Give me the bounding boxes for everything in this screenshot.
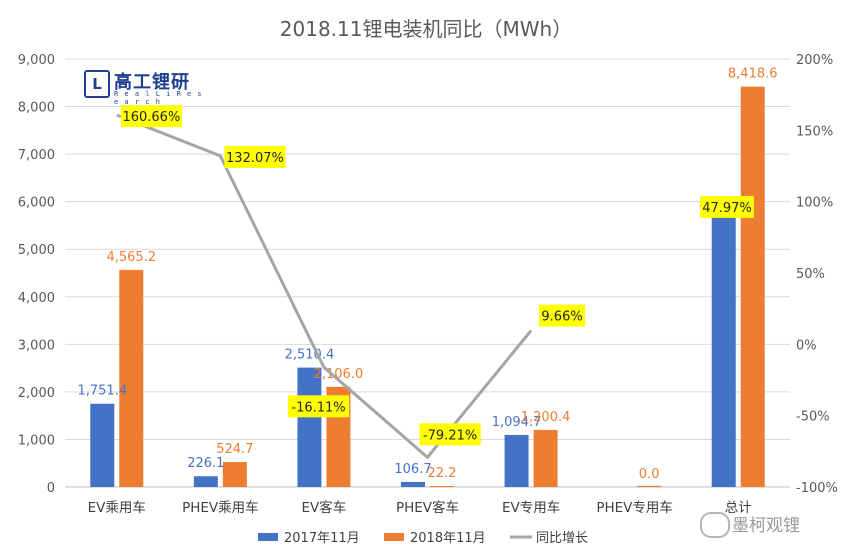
data-label: 2,510.4	[285, 348, 335, 363]
logo-subtitle: R e a l L i R e s e a r c h	[114, 90, 203, 106]
logo-name: 高工锂研	[114, 72, 190, 93]
data-label: 524.7	[216, 442, 253, 457]
yoy-label-bg	[287, 395, 350, 418]
yoy-label-bg	[419, 423, 481, 446]
logo-mark: L	[84, 70, 110, 98]
category-label: EV客车	[302, 499, 347, 516]
category-label: EV专用车	[502, 499, 560, 516]
yoy-line	[116, 113, 533, 459]
left-tick-label: 6,000	[18, 196, 55, 211]
legend-swatch	[384, 533, 404, 541]
legend-swatch	[258, 533, 278, 541]
left-tick-label: 7,000	[18, 148, 55, 163]
left-tick-label: 0	[47, 481, 55, 496]
bar	[711, 216, 736, 487]
yoy-label-bg	[120, 105, 182, 128]
data-label: 226.1	[187, 456, 224, 471]
category-label: PHEV乘用车	[182, 499, 259, 516]
bar	[637, 485, 662, 487]
chart-title: 2018.11锂电装机同比（MWh）	[280, 17, 572, 41]
data-label: 1,751.4	[77, 384, 127, 399]
yoy-label: 9.66%	[541, 310, 582, 325]
yoy-label-bg	[700, 195, 754, 218]
left-tick-label: 4,000	[18, 291, 55, 306]
category-label: PHEV客车	[396, 499, 459, 516]
bar	[533, 429, 558, 487]
bar-labels: 1,751.4226.12,510.4106.71,094.75,689.34,…	[77, 67, 777, 482]
left-axis-ticks: 0 1,000 2,000 3,000 4,000 5,000 6,000 7,000 8,00…	[18, 53, 55, 496]
bar	[90, 403, 115, 487]
right-tick-label: -100%	[796, 481, 838, 496]
left-tick-label: 1,000	[18, 433, 55, 448]
legend-label: 同比增长	[536, 531, 588, 546]
category-label: EV乘用车	[88, 499, 146, 516]
left-tick-label: 5,000	[18, 243, 55, 258]
yoy-label: -16.11%	[291, 400, 345, 415]
bar	[401, 481, 425, 487]
right-tick-label: -50%	[796, 410, 830, 425]
bar	[119, 269, 144, 487]
wechat-icon	[700, 512, 730, 538]
left-tick-label: 9,000	[18, 53, 55, 68]
line-series	[116, 113, 533, 459]
left-tick-label: 8,000	[18, 101, 55, 116]
data-label: 22.2	[428, 466, 457, 481]
bar	[430, 485, 454, 487]
bar	[222, 462, 247, 487]
yoy-labels: 160.66% 132.07% -16.11% -79.21% 9.66% 47.97%	[120, 105, 754, 446]
data-label: 1,094.7	[492, 415, 542, 430]
left-tick-label: 2,000	[18, 386, 55, 401]
right-axis-ticks: -100% -50% 0% 50% 100% 150% 200%	[796, 53, 838, 496]
bar	[504, 434, 529, 487]
yoy-label-bg	[539, 304, 586, 327]
right-tick-label: 0%	[796, 338, 817, 353]
legend-label: 2018年11月	[410, 531, 486, 546]
right-tick-label: 100%	[796, 196, 833, 211]
yoy-label: 160.66%	[122, 110, 180, 125]
data-label: 106.7	[394, 462, 431, 477]
company-logo: L 高工锂研 R e a l L i R e s e a r c h	[84, 68, 204, 106]
bar	[297, 367, 322, 487]
bars	[90, 86, 765, 487]
category-label: PHEV专用车	[596, 499, 673, 516]
yoy-label: -79.21%	[423, 428, 477, 443]
data-label: 0.0	[639, 467, 660, 482]
data-label: 8,418.6	[728, 67, 778, 82]
bar	[740, 86, 765, 487]
yoy-label-bg	[224, 145, 286, 168]
data-label: 1,200.4	[521, 410, 571, 425]
bar	[193, 476, 218, 487]
left-tick-label: 3,000	[18, 338, 55, 353]
right-tick-label: 150%	[796, 124, 833, 139]
yoy-label: 132.07%	[226, 151, 284, 166]
category-labels: EV乘用车 PHEV乘用车 EV客车 PHEV客车 EV专用车 PHEV专用车 总计	[88, 499, 752, 516]
legend: 2017年11月 2018年11月 同比增长	[258, 531, 588, 546]
watermark-text: 墨柯观锂	[732, 516, 800, 536]
right-tick-label: 200%	[796, 53, 833, 68]
legend-label: 2017年11月	[284, 531, 360, 546]
right-tick-label: 50%	[796, 267, 825, 282]
category-label: 总计	[725, 500, 752, 516]
data-label: 4,565.2	[106, 250, 156, 265]
yoy-label: 47.97%	[702, 201, 752, 216]
